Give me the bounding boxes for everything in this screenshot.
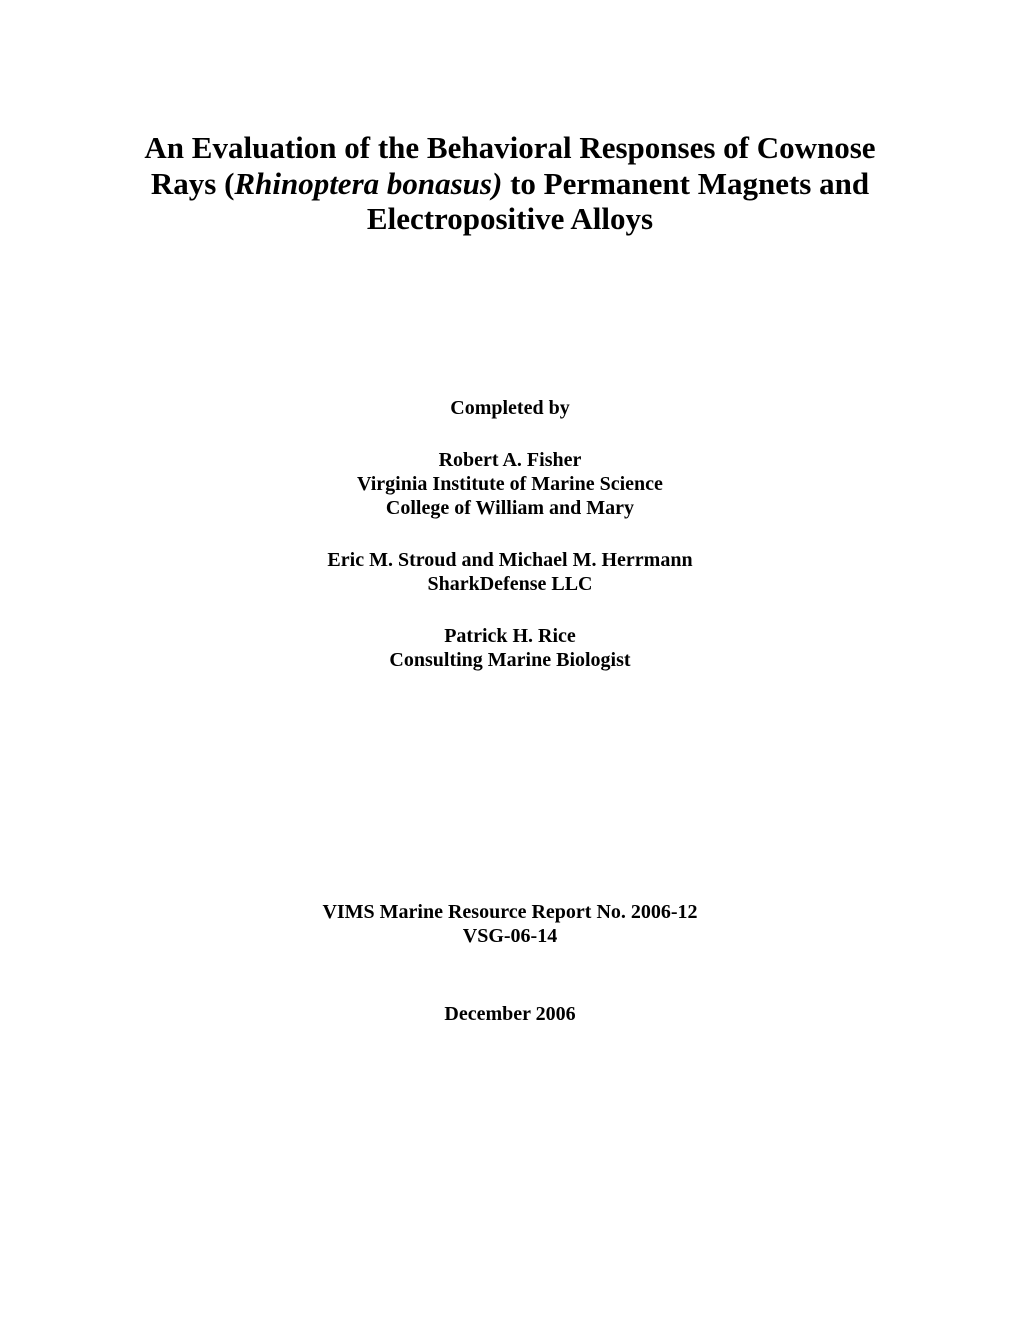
author-name: Patrick H. Rice — [115, 624, 905, 648]
author-name: Robert A. Fisher — [115, 448, 905, 472]
author-group-2: Eric M. Stroud and Michael M. Herrmann S… — [115, 548, 905, 596]
report-info: VIMS Marine Resource Report No. 2006-12 … — [115, 900, 905, 948]
author-group-3: Patrick H. Rice Consulting Marine Biolog… — [115, 624, 905, 672]
completed-by-label: Completed by — [115, 397, 905, 420]
document-title: An Evaluation of the Behavioral Response… — [115, 130, 905, 237]
author-affiliation: College of William and Mary — [115, 496, 905, 520]
author-affiliation: Consulting Marine Biologist — [115, 648, 905, 672]
document-date: December 2006 — [115, 1003, 905, 1026]
report-code: VSG-06-14 — [115, 924, 905, 948]
report-number: VIMS Marine Resource Report No. 2006-12 — [115, 900, 905, 924]
title-species: Rhinoptera bonasus) — [234, 166, 502, 201]
author-affiliation: SharkDefense LLC — [115, 572, 905, 596]
author-name: Eric M. Stroud and Michael M. Herrmann — [115, 548, 905, 572]
author-group-1: Robert A. Fisher Virginia Institute of M… — [115, 448, 905, 520]
author-affiliation: Virginia Institute of Marine Science — [115, 472, 905, 496]
spacer — [115, 700, 905, 900]
